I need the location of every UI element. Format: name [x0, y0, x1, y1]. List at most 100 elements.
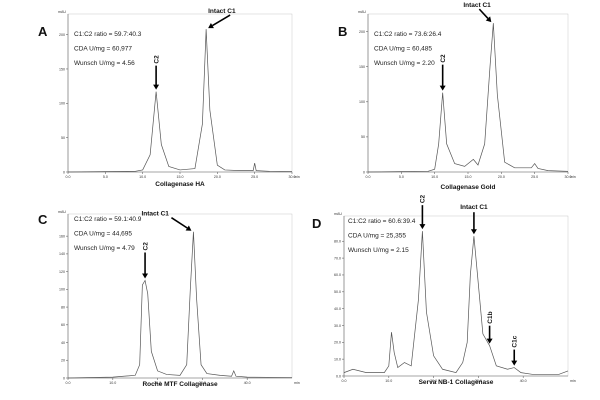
- panel-caption: Collagenase Gold: [441, 184, 496, 191]
- y-tick-label: 160: [59, 234, 65, 238]
- y-unit-label: mAU: [358, 10, 366, 14]
- y-tick-label: 70.0: [334, 256, 341, 260]
- y-tick-label: 100: [59, 102, 65, 106]
- x-tick-label: 15.0: [177, 175, 184, 179]
- peak-label-c2: C2: [142, 242, 149, 251]
- peak-label-intact-c1: Intact C1: [460, 204, 488, 211]
- arrowhead-c2: [153, 84, 160, 90]
- arrowhead-c2: [419, 224, 426, 230]
- y-tick-label: 80.0: [334, 240, 341, 244]
- y-tick-label: 0: [363, 170, 365, 174]
- arrowhead-c2: [142, 273, 149, 279]
- annotation-wunsch: Wunsch U/mg = 4.79: [74, 245, 135, 252]
- annotation-cda: CDA U/mg = 60,977: [74, 46, 132, 53]
- x-tick-label: 0.0: [342, 379, 347, 383]
- panel-caption: Serva NB-1 Collagenase: [419, 379, 494, 386]
- x-tick-label: 10.0: [139, 175, 146, 179]
- x-unit-label: min: [294, 175, 300, 179]
- annotation-cda: CDA U/mg = 60,485: [374, 46, 432, 53]
- arrowhead-c2: [439, 85, 446, 91]
- annotation-cda: CDA U/mg = 44,695: [74, 231, 132, 238]
- chart-panel-c: 0 20 40 60 80 100 120 140 160 mAU 0.0 10.0 20.0 30.0 4…: [38, 210, 300, 388]
- annotation-wunsch: Wunsch U/mg = 4.56: [74, 60, 135, 67]
- chromatogram-trace: [343, 231, 569, 375]
- x-tick-label: 10.0: [109, 381, 116, 385]
- x-tick-label: 40.0: [244, 381, 251, 385]
- x-unit-label: min: [294, 381, 300, 385]
- x-tick-label: 5.0: [399, 175, 404, 179]
- arrowhead-intact-c1: [208, 22, 214, 29]
- chart-panel-d: 0.0 10.0 20.0 30.0 40.0 50.0 60.0 70.0 80.0 mAU 0.…: [312, 194, 576, 386]
- y-tick-label: 60: [61, 323, 65, 327]
- x-tick-label: 10.0: [431, 175, 438, 179]
- peak-label-c2: C2: [420, 194, 427, 203]
- panel-caption: Collagenase HA: [155, 181, 205, 188]
- x-tick-label: 30.0: [565, 175, 572, 179]
- arrowhead-intact-c1: [185, 225, 192, 231]
- x-tick-label: 20.0: [498, 175, 505, 179]
- arrow-intact-c1: [212, 14, 231, 27]
- x-tick-label: 20.0: [214, 175, 221, 179]
- x-tick-label: 40.0: [520, 379, 527, 383]
- x-tick-label: 20.0: [154, 381, 161, 385]
- arrowhead-intact-c1: [470, 229, 477, 235]
- x-tick-label: 0.0: [366, 175, 371, 179]
- panel-letter: B: [338, 24, 347, 39]
- y-tick-label: 30.0: [334, 324, 341, 328]
- y-tick-label: 40.0: [334, 307, 341, 311]
- x-tick-label: 0.0: [66, 175, 71, 179]
- panel-letter: A: [38, 24, 48, 39]
- chart-panel-a: 0 50 100 150 200 mAU 0.0 5.0 10.0 15.0 20.0 25.0 30.…: [38, 8, 300, 188]
- annotation-ratio: C1:C2 ratio = 59.7:40.3: [74, 31, 142, 38]
- plot-frame: [343, 215, 569, 377]
- y-tick-label: 0.0: [336, 374, 341, 378]
- y-tick-label: 20: [61, 359, 65, 363]
- y-tick-label: 50.0: [334, 290, 341, 294]
- peak-label-c1c: C1c: [512, 335, 519, 347]
- x-tick-label: 30.0: [289, 175, 296, 179]
- y-tick-label: 120: [59, 270, 65, 274]
- x-unit-label: min: [570, 175, 576, 179]
- y-tick-label: 80: [61, 305, 65, 309]
- chromatogram-trace: [367, 23, 569, 173]
- annotation-wunsch: Wunsch U/mg = 2.20: [374, 60, 435, 67]
- chart-panel-b: 0 50 100 150 200 mAU 0.0 5.0 10.0 15.0 20.0 25.0 30.…: [338, 2, 576, 191]
- x-tick-label: 0.0: [66, 381, 71, 385]
- y-tick-label: 0: [63, 376, 65, 380]
- y-tick-label: 200: [59, 33, 65, 37]
- chromatogram-trace: [67, 231, 293, 379]
- y-tick-label: 140: [59, 252, 65, 256]
- x-tick-label: 30.0: [475, 379, 482, 383]
- y-tick-label: 50: [361, 135, 365, 139]
- annotation-wunsch: Wunsch U/mg = 2.15: [348, 247, 409, 254]
- y-tick-label: 100: [359, 100, 365, 104]
- peak-label-intact-c1: Intact C1: [463, 2, 491, 9]
- x-unit-label: min: [570, 379, 576, 383]
- annotation-ratio: C1:C2 ratio = 59.1:40.9: [74, 216, 142, 223]
- peak-label-intact-c1: Intact C1: [141, 211, 169, 218]
- peak-label-intact-c1: Intact C1: [208, 8, 236, 15]
- x-tick-label: 30.0: [199, 381, 206, 385]
- x-tick-label: 20.0: [430, 379, 437, 383]
- peak-label-c2: C2: [440, 54, 447, 63]
- y-tick-label: 20.0: [334, 341, 341, 345]
- y-unit-label: mAU: [58, 210, 66, 214]
- y-tick-label: 10.0: [334, 357, 341, 361]
- x-tick-label: 15.0: [465, 175, 472, 179]
- arrow-intact-c1: [478, 8, 489, 19]
- y-tick-label: 50: [61, 136, 65, 140]
- x-tick-label: 25.0: [251, 175, 258, 179]
- y-unit-label: mAU: [58, 10, 66, 14]
- annotation-ratio: C1:C2 ratio = 73.6:26.4: [374, 31, 442, 38]
- arrowhead-intact-c1: [485, 16, 492, 23]
- y-unit-label: mAU: [334, 212, 342, 216]
- peak-label-c1b: C1b: [487, 311, 494, 323]
- peak-label-c2: C2: [153, 55, 160, 64]
- y-tick-label: 200: [359, 30, 365, 34]
- panel-letter: C: [38, 212, 48, 227]
- y-tick-label: 60.0: [334, 273, 341, 277]
- x-tick-label: 5.0: [103, 175, 108, 179]
- arrow-intact-c1: [171, 217, 188, 229]
- x-tick-label: 10.0: [385, 379, 392, 383]
